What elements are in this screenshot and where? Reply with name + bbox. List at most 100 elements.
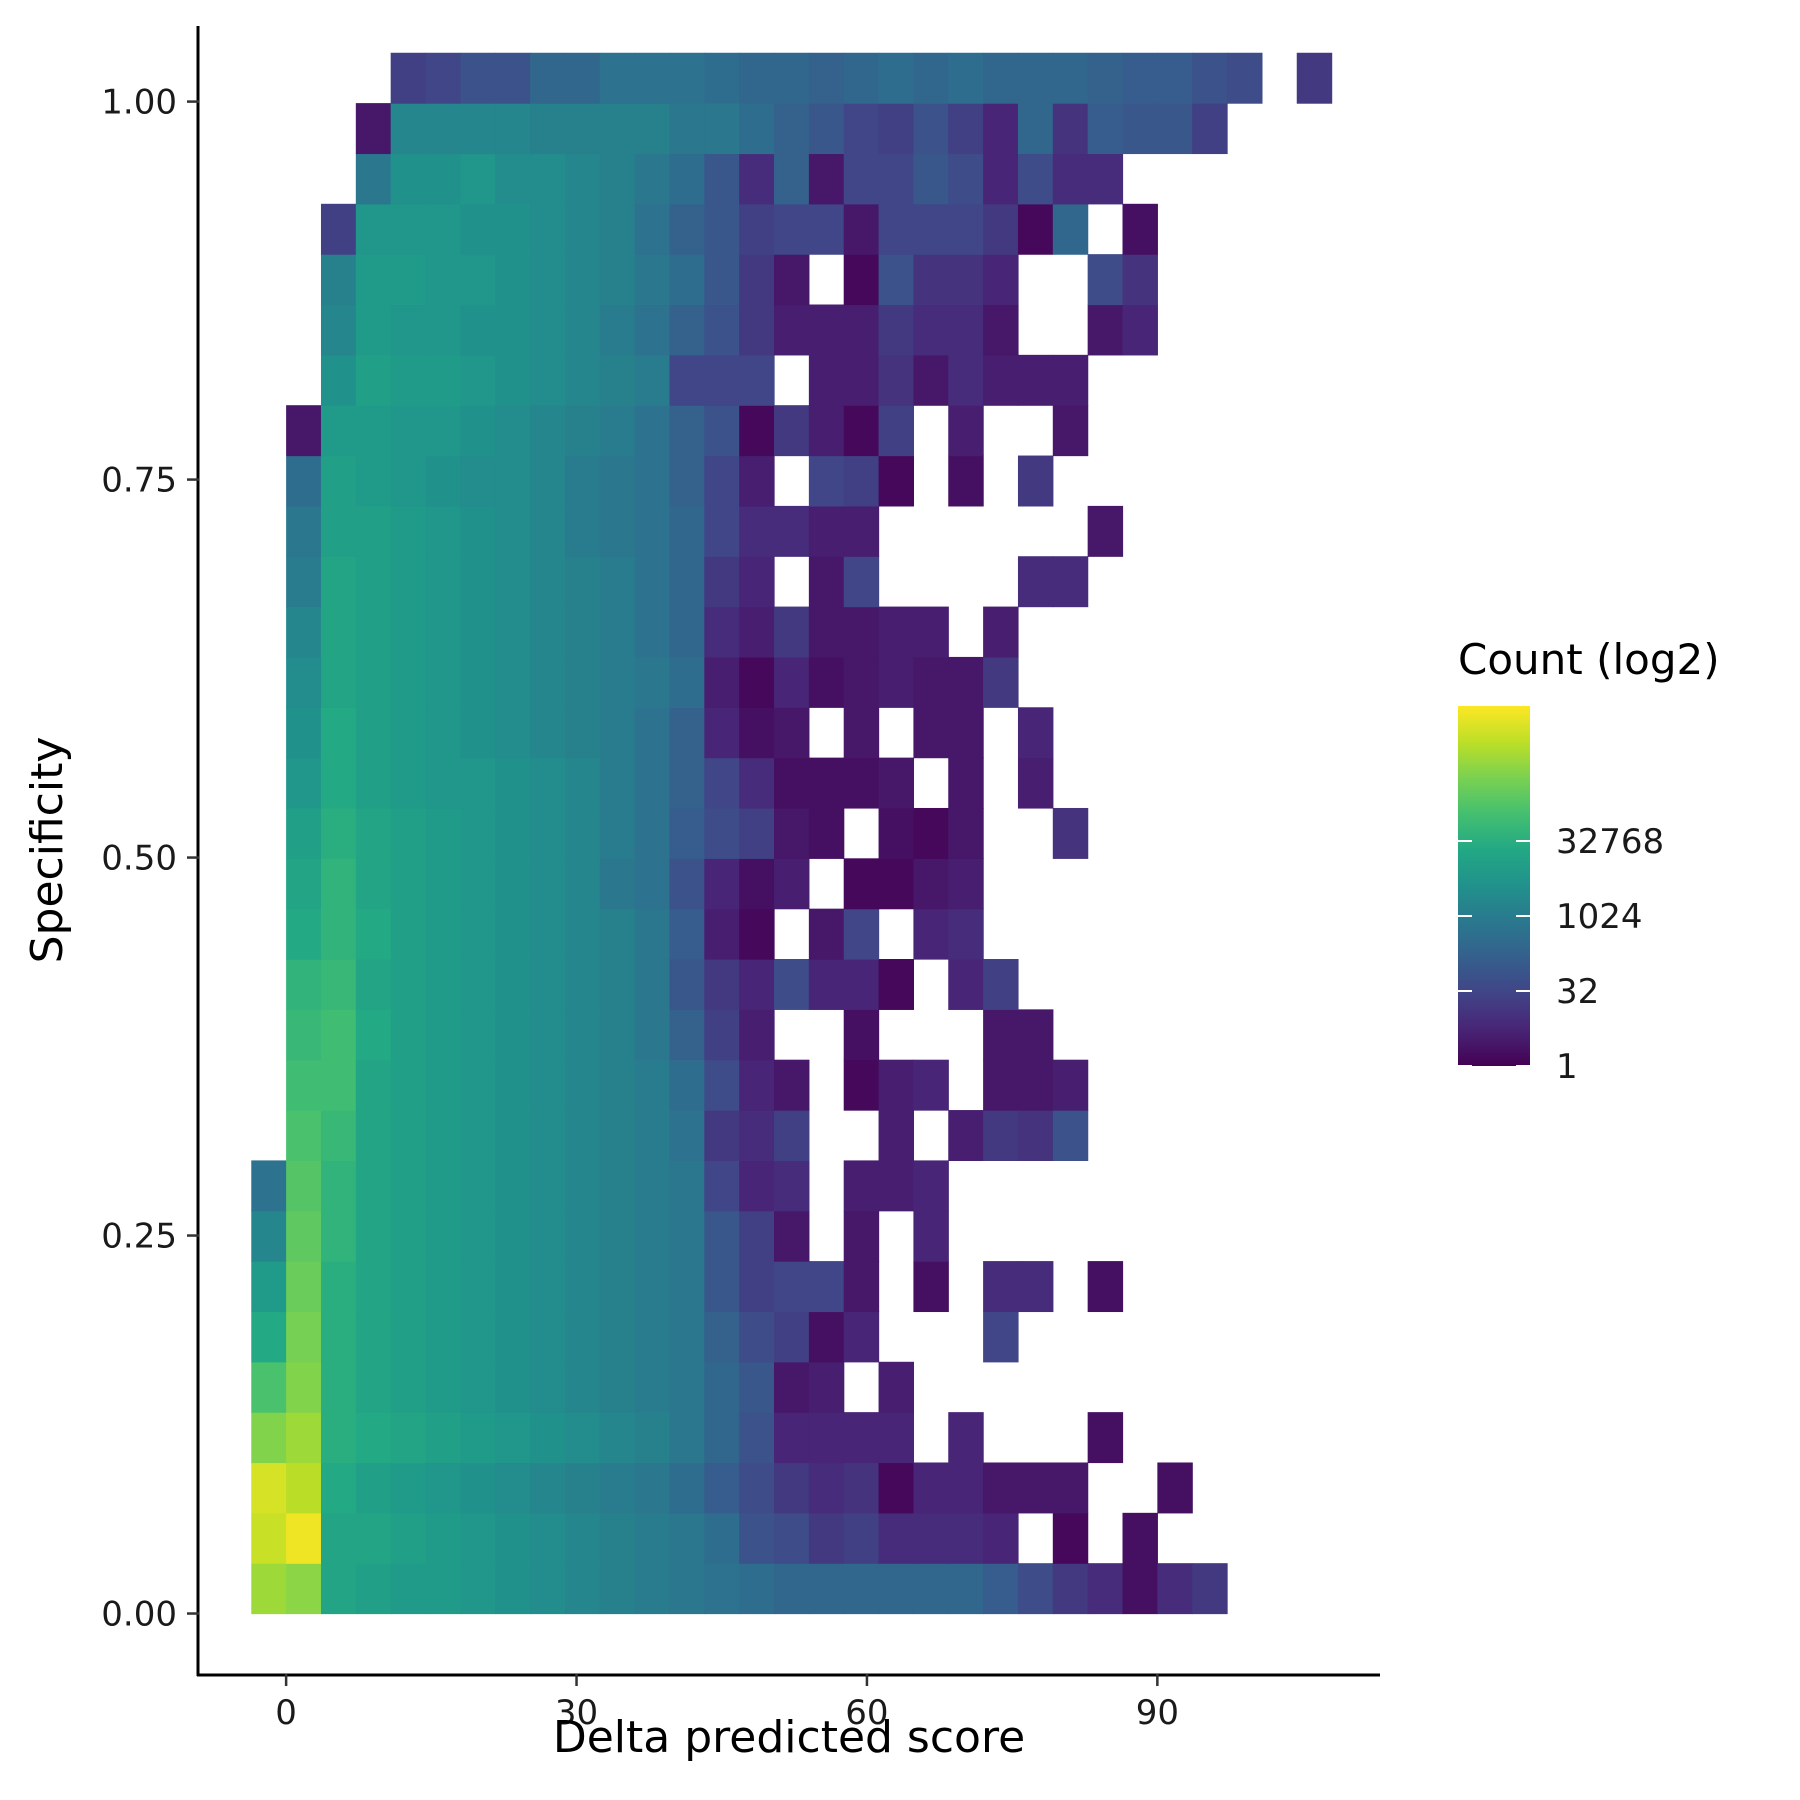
heatmap-cell xyxy=(564,455,601,507)
heatmap-cell xyxy=(634,1563,671,1615)
heatmap-cell xyxy=(739,505,775,557)
heatmap-cell xyxy=(460,505,496,557)
heatmap-cell xyxy=(1052,1059,1089,1111)
heatmap-cell xyxy=(390,959,427,1010)
heatmap-cell xyxy=(1017,103,1054,155)
heatmap-cell xyxy=(599,707,636,759)
heatmap-cell xyxy=(948,1512,984,1564)
heatmap-cell xyxy=(286,1210,322,1262)
heatmap-cell xyxy=(495,1009,531,1061)
heatmap-cell xyxy=(634,1311,671,1363)
heatmap-cell xyxy=(599,304,636,356)
heatmap-cell xyxy=(320,304,357,356)
heatmap-cell xyxy=(564,858,601,910)
heatmap-cell xyxy=(669,103,705,155)
heatmap-cell xyxy=(460,1311,496,1363)
heatmap-cell xyxy=(530,1311,566,1363)
heatmap-cell xyxy=(530,505,566,557)
heatmap-cell xyxy=(1017,757,1054,809)
heatmap-cell xyxy=(843,1563,880,1615)
heatmap-cell xyxy=(843,1512,880,1564)
heatmap-cell xyxy=(704,52,740,104)
heatmap-cell xyxy=(1052,153,1089,205)
heatmap-cell xyxy=(808,959,845,1010)
heatmap-cell xyxy=(495,1361,531,1413)
heatmap-cell xyxy=(564,254,601,306)
heatmap-cell xyxy=(390,1160,427,1212)
x-tick-label: 60 xyxy=(845,1693,888,1733)
heatmap-cell xyxy=(669,254,705,306)
heatmap-cell xyxy=(530,203,566,255)
heatmap-cell xyxy=(704,656,740,708)
heatmap-cell xyxy=(878,1462,915,1514)
heatmap-cell xyxy=(530,304,566,356)
heatmap-cell xyxy=(599,1311,636,1363)
heatmap-cell xyxy=(286,1563,322,1615)
heatmap-cell xyxy=(460,52,496,104)
heatmap-cell xyxy=(704,757,740,809)
heatmap-cell xyxy=(425,1361,461,1413)
heatmap-cell xyxy=(669,1563,705,1615)
heatmap-cell xyxy=(1087,1412,1124,1464)
heatmap-cell xyxy=(669,707,705,759)
heatmap-cell xyxy=(599,1261,636,1313)
heatmap-cell xyxy=(983,1059,1019,1111)
heatmap-cell xyxy=(739,959,775,1010)
heatmap-cell xyxy=(564,1311,601,1363)
heatmap-cell xyxy=(634,304,671,356)
heatmap-cell xyxy=(704,1059,740,1111)
heatmap-cell xyxy=(808,1311,845,1363)
heatmap-cell xyxy=(355,1009,392,1061)
color-legend: Count (log2) 1 32 1024 32768 xyxy=(1458,635,1720,1087)
heatmap-cell xyxy=(634,858,671,910)
heatmap-cell xyxy=(843,1210,880,1262)
heatmap-cell xyxy=(739,1512,775,1564)
heatmap-cell xyxy=(320,959,357,1010)
heatmap-cell xyxy=(634,1009,671,1061)
heatmap-cell xyxy=(320,656,357,708)
heatmap-cell xyxy=(774,1110,810,1161)
heatmap-cell xyxy=(774,103,810,155)
heatmap-cell xyxy=(669,656,705,708)
heatmap-cell xyxy=(808,1261,845,1313)
heatmap-cell xyxy=(948,656,984,708)
heatmap-cell xyxy=(390,656,427,708)
heatmap-cell xyxy=(1296,52,1333,104)
heatmap-cell xyxy=(669,405,705,457)
heatmap-cell xyxy=(878,757,915,809)
heatmap-cell xyxy=(599,858,636,910)
heatmap-cell xyxy=(460,908,496,960)
heatmap-cell xyxy=(739,807,775,859)
heatmap-cell xyxy=(564,1462,601,1514)
heatmap-cell xyxy=(739,1261,775,1313)
heatmap-cell xyxy=(460,1009,496,1061)
heatmap-cell xyxy=(355,1512,392,1564)
heatmap-cell xyxy=(774,757,810,809)
heatmap-cell xyxy=(251,1563,287,1615)
heatmap-cell xyxy=(355,1110,392,1161)
heatmap-cell xyxy=(564,606,601,658)
heatmap-cell xyxy=(878,1361,915,1413)
heatmap-cell xyxy=(355,1412,392,1464)
heatmap-cell xyxy=(251,1160,287,1212)
heatmap-cell xyxy=(669,757,705,809)
heatmap-cell xyxy=(460,1412,496,1464)
heatmap-cell xyxy=(460,203,496,255)
heatmap-cell xyxy=(1122,103,1158,155)
heatmap-cell xyxy=(739,1412,775,1464)
heatmap-cell xyxy=(530,354,566,406)
heatmap-cell xyxy=(913,1261,949,1313)
heatmap-cell xyxy=(599,757,636,809)
heatmap-cell xyxy=(495,304,531,356)
heatmap-cell xyxy=(913,807,949,859)
heatmap-cell xyxy=(251,1311,287,1363)
heatmap-cell xyxy=(1052,1110,1089,1161)
heatmap-cell xyxy=(355,908,392,960)
heatmap-cell xyxy=(669,1210,705,1262)
heatmap-cell xyxy=(913,203,949,255)
heatmap-cell xyxy=(425,1160,461,1212)
heatmap-cells xyxy=(251,52,1333,1615)
heatmap-cell xyxy=(774,1563,810,1615)
heatmap-cell xyxy=(286,757,322,809)
heatmap-cell xyxy=(704,959,740,1010)
